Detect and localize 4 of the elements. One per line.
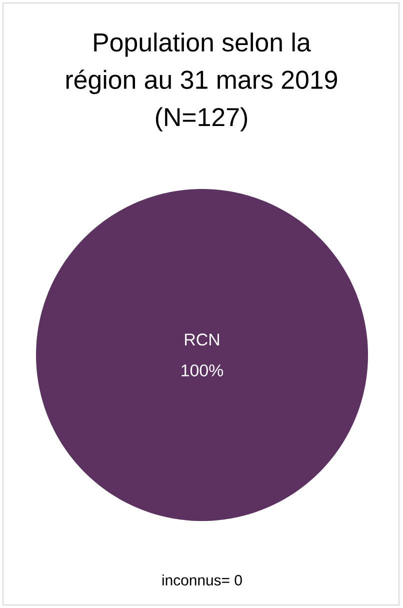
data-label: 100% [182,364,224,376]
text: inconnus= 0 [162,574,242,586]
slice-label: RCN [185,334,219,346]
chart-title: Population selon la région au 31 mars 2019 (N=127) [66,32,338,132]
